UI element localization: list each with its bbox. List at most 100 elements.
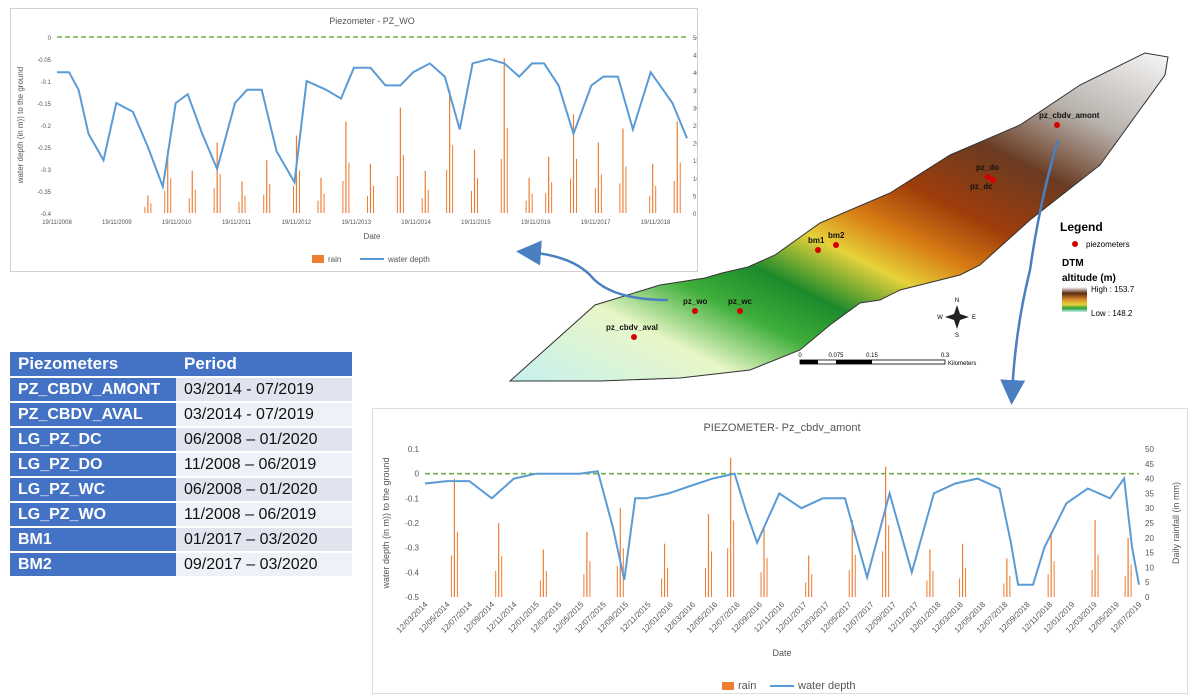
map-label-pz-wo: pz_wo [683, 297, 708, 306]
y-right-tick: 10 [1145, 563, 1154, 572]
y-right-tick: 50 [1145, 445, 1154, 454]
legend-rain-label: rain [738, 680, 756, 692]
compass-s: S [955, 333, 959, 339]
y-right-tick: 45 [1145, 460, 1154, 469]
y-left-tick: -0.4 [41, 212, 52, 218]
table-row: BM2 09/2017 – 03/2020 [10, 553, 352, 576]
compass-e: E [972, 315, 976, 321]
legend-dtm: DTM [1062, 258, 1084, 269]
y-right-tick: 10 [693, 177, 697, 183]
water-depth-line [424, 470, 1140, 586]
north-arrow-icon: N E S W [937, 298, 976, 339]
map-point-bm1 [815, 247, 821, 253]
piezometer-name: LG_PZ_WC [10, 478, 176, 501]
map-point-bm2 [833, 242, 839, 248]
y-right-tick: 25 [1145, 519, 1154, 528]
y-left-tick: -0.3 [41, 168, 52, 174]
period-value: 03/2014 - 07/2019 [176, 378, 352, 401]
piezometer-name: LG_PZ_DO [10, 453, 176, 476]
x-tick-label: 19/11/2010 [162, 220, 192, 226]
x-tick-label: 19/11/2011 [222, 220, 252, 226]
map-point-pz-wo [692, 308, 698, 314]
period-value: 06/2008 – 01/2020 [176, 478, 352, 501]
chart-title: PIEZOMETER- Pz_cbdv_amont [703, 422, 860, 434]
y-right-tick: 45 [693, 54, 697, 60]
y-right-tick: 35 [1145, 489, 1154, 498]
period-value: 09/2017 – 03/2020 [176, 553, 352, 576]
chart-pz-cbdv-amont: PIEZOMETER- Pz_cbdv_amont 0.1 0 -0.1 -0.2 -0.… [372, 408, 1188, 694]
y-left-tick: -0.1 [405, 494, 419, 503]
map-point-pz-cbdv-amont [1054, 122, 1060, 128]
table-row: LG_PZ_WO 11/2008 – 06/2019 [10, 503, 352, 526]
water-depth-line [57, 57, 688, 191]
period-value: 01/2017 – 03/2020 [176, 528, 352, 551]
header-piezometers: Piezometers [10, 352, 176, 376]
map-label-bm2: bm2 [828, 231, 845, 240]
map-point-pz-do [985, 174, 991, 180]
y-axis-label-right: Daily rainfall (in mm) [1171, 482, 1181, 564]
y-axis-label-left: water depth (in m)) to the ground [381, 457, 391, 589]
arrow-to-cbdv-amont-icon [1000, 139, 1060, 405]
y-left-tick: -0.3 [405, 544, 419, 553]
chart-pz-wo-svg: Piezometer - PZ_WO 0 -0.05 -0.1 -0.15 -0.2 -0.… [16, 16, 707, 264]
arrow-to-pz-wo-icon [516, 240, 669, 302]
scale-tick-0: 0 [798, 353, 802, 359]
legend-rain-label: rain [328, 255, 341, 264]
table-header-row: Piezometers Period [10, 352, 352, 376]
y-right-tick: 5 [693, 194, 697, 200]
table-row: BM1 01/2017 – 03/2020 [10, 528, 352, 551]
legend-water-depth-label: water depth [797, 680, 855, 692]
x-tick-label: 19/11/2016 [521, 220, 551, 226]
x-tick-label: 19/11/2018 [641, 220, 671, 226]
table-row: PZ_CBDV_AVAL 03/2014 - 07/2019 [10, 403, 352, 426]
y-right-tick: 20 [1145, 534, 1154, 543]
x-tick-label: 19/11/2015 [461, 220, 491, 226]
map-label-pz-wc: pz_wc [728, 297, 753, 306]
table-body: PZ_CBDV_AMONT 03/2014 - 07/2019 PZ_CBDV_AV… [10, 378, 352, 576]
legend-water-depth-label: water depth [387, 255, 430, 264]
y-axis-label-left: water depth (in m)) to the ground [16, 67, 25, 185]
scale-unit: Kilometers [948, 361, 976, 367]
y-right-tick: 25 [693, 124, 697, 130]
dtm-area [508, 52, 1169, 382]
x-tick-label: 19/11/2013 [341, 220, 371, 226]
legend-high: High : 153.7 [1091, 285, 1135, 294]
piezometer-name: BM1 [10, 528, 176, 551]
x-tick-label: 19/11/2009 [102, 220, 132, 226]
y-right-tick: 15 [1145, 549, 1154, 558]
scale-bar: 0 0.075 0.15 0.3 Kilometers [798, 353, 976, 367]
y-left-tick: -0.05 [37, 58, 51, 64]
y-right-tick: 40 [693, 71, 697, 77]
y-left-tick: 0 [48, 36, 52, 42]
period-value: 11/2008 – 06/2019 [176, 503, 352, 526]
table-row: LG_PZ_DC 06/2008 – 01/2020 [10, 428, 352, 451]
y-left-tick: -0.25 [37, 146, 51, 152]
map-label-pz-dc: pz_dc [970, 182, 993, 191]
y-right-tick: 30 [693, 106, 697, 112]
period-value: 03/2014 - 07/2019 [176, 403, 352, 426]
header-period: Period [176, 352, 352, 376]
y-left-tick: -0.15 [37, 102, 51, 108]
map-point-pz-cbdv-aval [631, 334, 637, 340]
legend-title: Legend [1060, 220, 1103, 234]
map-label-pz-do: pz_do [976, 163, 999, 172]
x-axis-label: Date [772, 648, 791, 658]
map-point-pz-dc [990, 177, 996, 183]
y-left-tick: -0.2 [405, 519, 419, 528]
map-legend: Legend piezometers DTM altitude (m) High… [1060, 220, 1135, 318]
y-left-tick: -0.4 [405, 568, 419, 577]
period-value: 11/2008 – 06/2019 [176, 453, 352, 476]
piezometer-name: BM2 [10, 553, 176, 576]
y-left-tick: -0.5 [405, 593, 419, 602]
y-right-tick: 0 [693, 212, 697, 218]
y-right-tick: 0 [1145, 593, 1150, 602]
y-left-tick: -0.35 [37, 190, 51, 196]
map-label-bm1: bm1 [808, 236, 825, 245]
period-value: 06/2008 – 01/2020 [176, 428, 352, 451]
chart-pz-cbdv-amont-svg: PIEZOMETER- Pz_cbdv_amont 0.1 0 -0.1 -0.2 -0.… [381, 422, 1181, 692]
x-tick-label: 19/11/2014 [401, 220, 431, 226]
map-label-pz-cbdv-amont: pz_cbdv_amont [1039, 111, 1100, 120]
piezometer-name: PZ_CBDV_AVAL [10, 403, 176, 426]
